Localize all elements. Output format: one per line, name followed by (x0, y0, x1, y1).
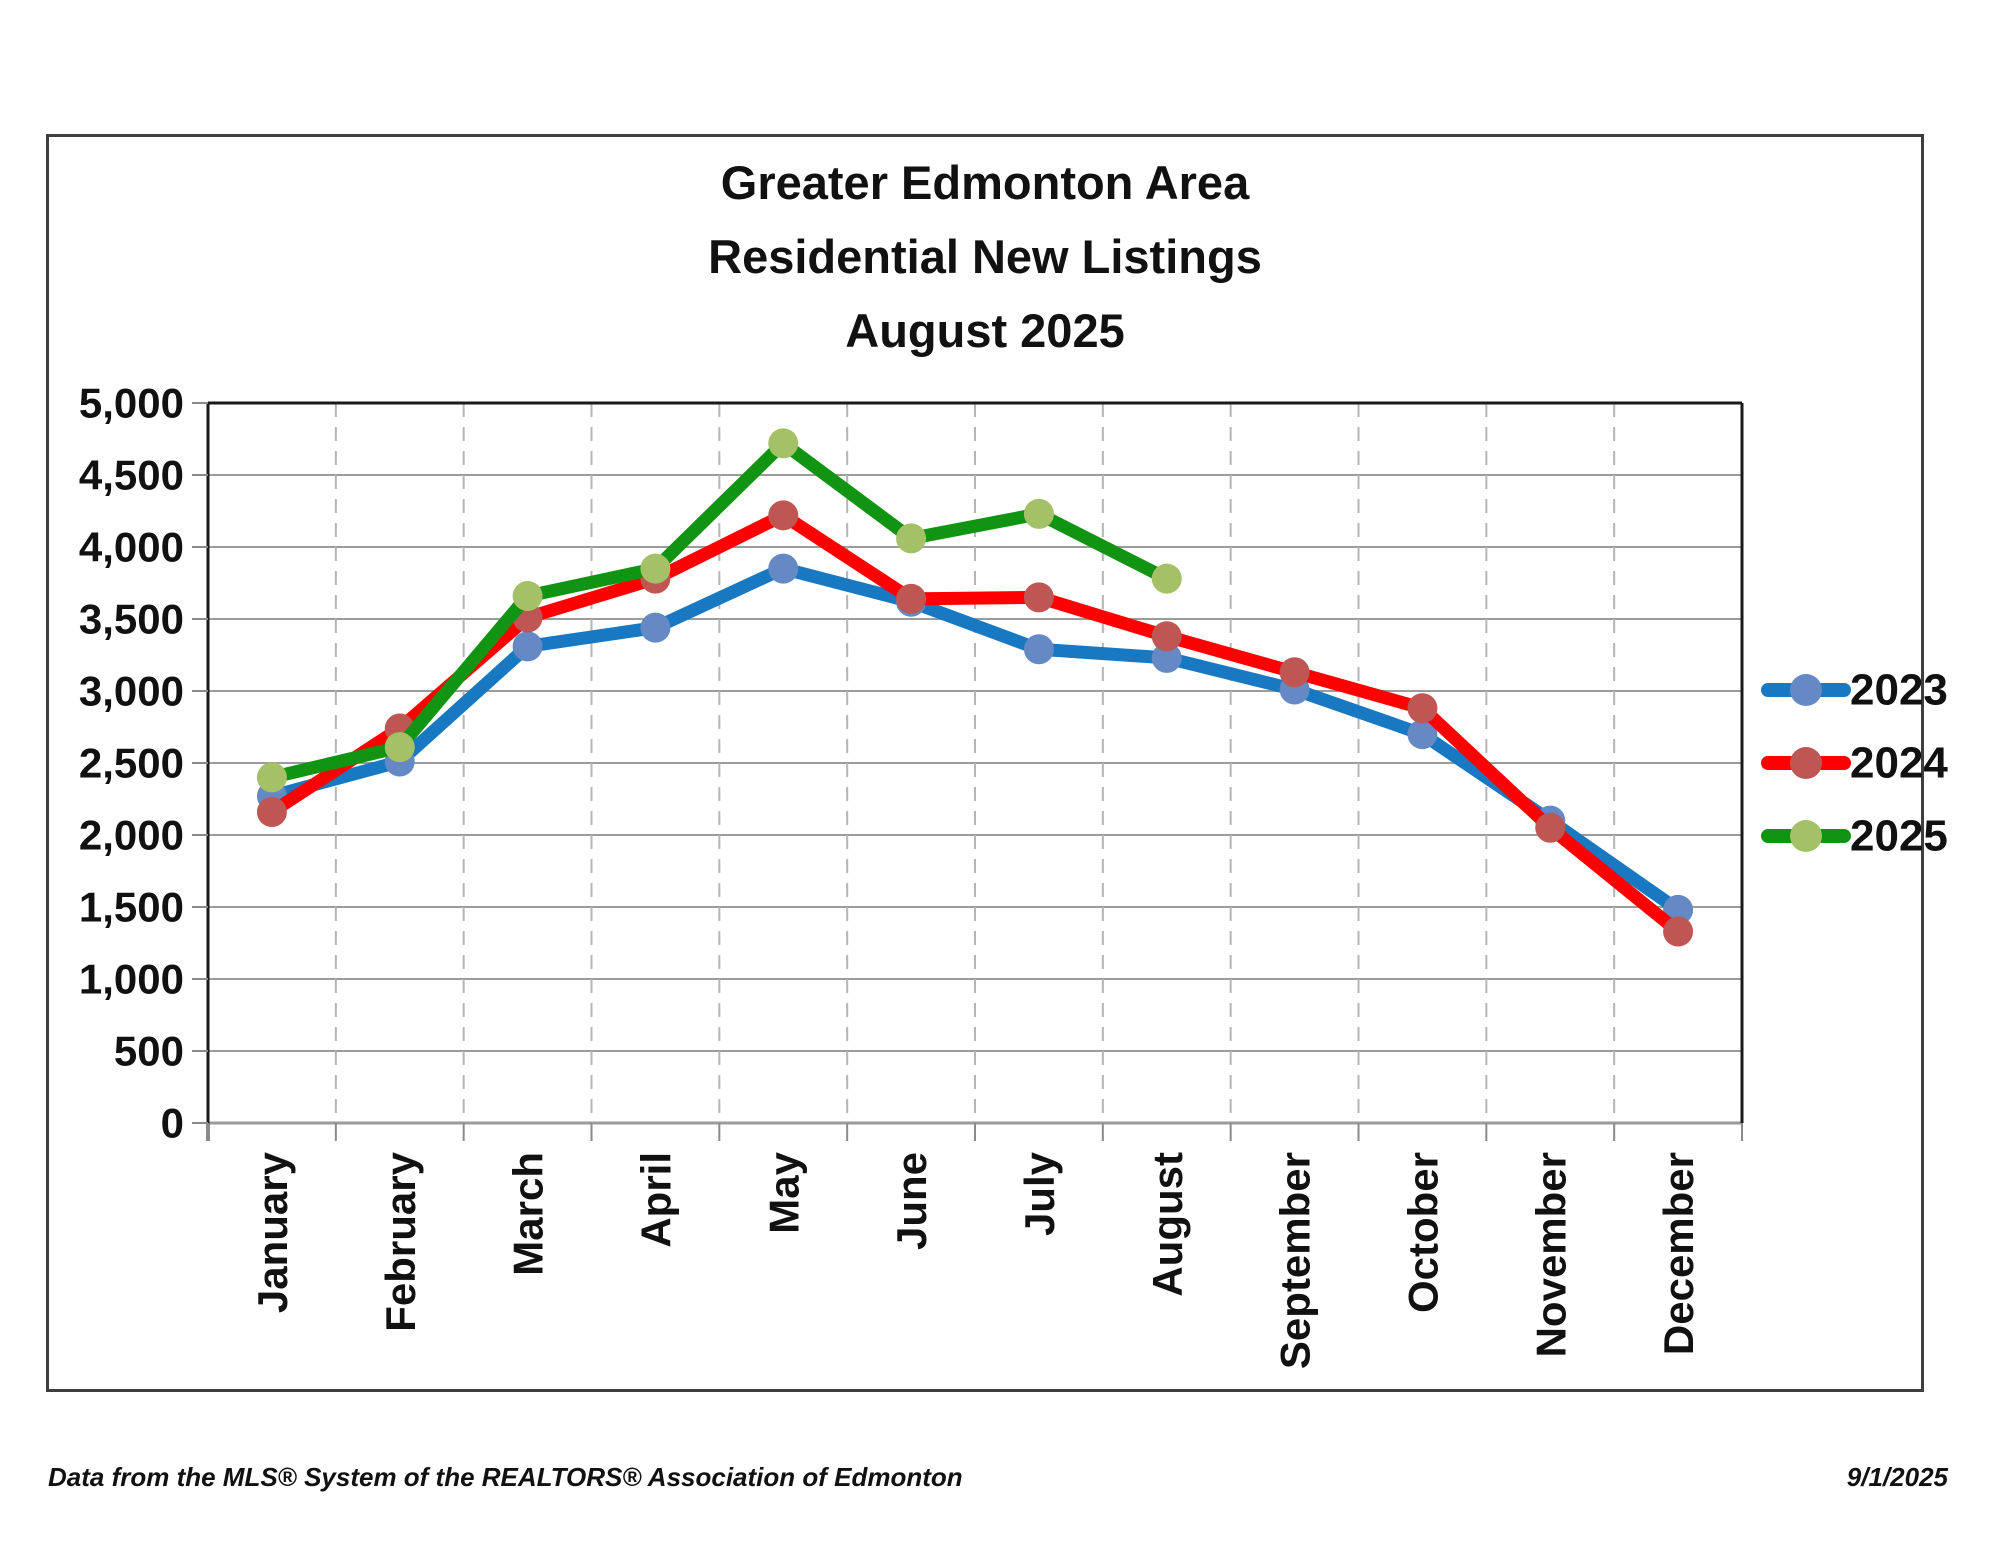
y-tick-label: 1,500 (79, 884, 184, 931)
legend-label-2025: 2025 (1850, 812, 1948, 861)
x-axis-label: November (1527, 1152, 1574, 1357)
legend-label-2024: 2024 (1850, 739, 1948, 788)
series-2025-marker (640, 553, 671, 584)
legend-marker-2023 (1790, 674, 1822, 706)
legend-marker-2025 (1790, 820, 1822, 852)
x-axis-label: December (1655, 1152, 1702, 1355)
series-2025-marker (256, 762, 287, 793)
series-2024-marker (1663, 916, 1694, 947)
legend-label-2023: 2023 (1850, 666, 1948, 715)
series-2024-marker (1535, 812, 1566, 843)
y-tick-label: 0 (161, 1100, 184, 1147)
series-2025-marker (896, 523, 927, 554)
x-axis-label: September (1272, 1152, 1319, 1369)
series-2024-marker (256, 796, 287, 827)
series-2024-marker (896, 583, 927, 614)
y-tick-label: 3,000 (79, 668, 184, 715)
x-axis-label: April (632, 1152, 679, 1248)
y-tick-label: 4,000 (79, 524, 184, 571)
series-2025-marker (1151, 563, 1182, 594)
series-2025-marker (512, 580, 543, 611)
chart-title-line2: Residential New Listings (708, 230, 1262, 283)
chart-title: Greater Edmonton Area Residential New Li… (46, 146, 1924, 368)
y-tick-label: 500 (114, 1028, 184, 1075)
series-2025-line (265, 436, 1174, 784)
chart-title-line1: Greater Edmonton Area (720, 156, 1250, 209)
y-tick-label: 2,500 (79, 740, 184, 787)
x-axis-label: October (1399, 1152, 1446, 1313)
y-tick-label: 1,000 (79, 956, 184, 1003)
x-axis-label: July (1016, 1151, 1063, 1236)
series-2023-marker (1023, 634, 1054, 665)
series-2023-marker (1407, 719, 1438, 750)
chart-title-line3: August 2025 (845, 304, 1125, 357)
series-2024-marker (1279, 657, 1310, 688)
series-2024-line (265, 508, 1685, 938)
y-tick-label: 3,500 (79, 596, 184, 643)
series-2025-marker (768, 428, 799, 459)
series-2023-marker (640, 612, 671, 643)
legend-marker-2024 (1790, 747, 1822, 779)
x-axis-label: August (1144, 1152, 1191, 1297)
series-2023-marker (1151, 642, 1182, 673)
x-axis-label: March (505, 1152, 552, 1276)
series-2025-marker (1023, 498, 1054, 529)
y-tick-label: 5,000 (79, 380, 184, 427)
series-2023-line (265, 562, 1685, 917)
series-2023-marker (512, 631, 543, 662)
y-tick-label: 4,500 (79, 452, 184, 499)
x-axis-label: June (888, 1152, 935, 1250)
x-axis-label: May (760, 1151, 807, 1233)
series-2024-marker (1151, 621, 1182, 652)
series-2024-marker (768, 500, 799, 531)
series-2023-marker (768, 553, 799, 584)
series-2024-marker (1023, 582, 1054, 613)
series-2024-marker (1407, 693, 1438, 724)
x-axis-label: January (249, 1151, 296, 1313)
y-tick-label: 2,000 (79, 812, 184, 859)
footer-source-note: Data from the MLS® System of the REALTOR… (48, 1462, 963, 1492)
series-2025-marker (384, 732, 415, 763)
x-axis-label: February (377, 1151, 424, 1331)
footer-date: 9/1/2025 (1846, 1462, 1948, 1492)
